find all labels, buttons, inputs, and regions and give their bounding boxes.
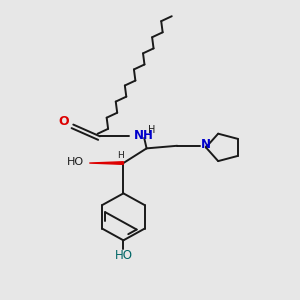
Polygon shape bbox=[89, 162, 123, 164]
Text: O: O bbox=[58, 116, 69, 128]
Text: NH: NH bbox=[134, 129, 154, 142]
Text: HO: HO bbox=[114, 250, 132, 262]
Text: H: H bbox=[148, 125, 156, 135]
Text: HO: HO bbox=[67, 158, 84, 167]
Text: N: N bbox=[201, 138, 211, 151]
Text: H: H bbox=[117, 152, 123, 160]
